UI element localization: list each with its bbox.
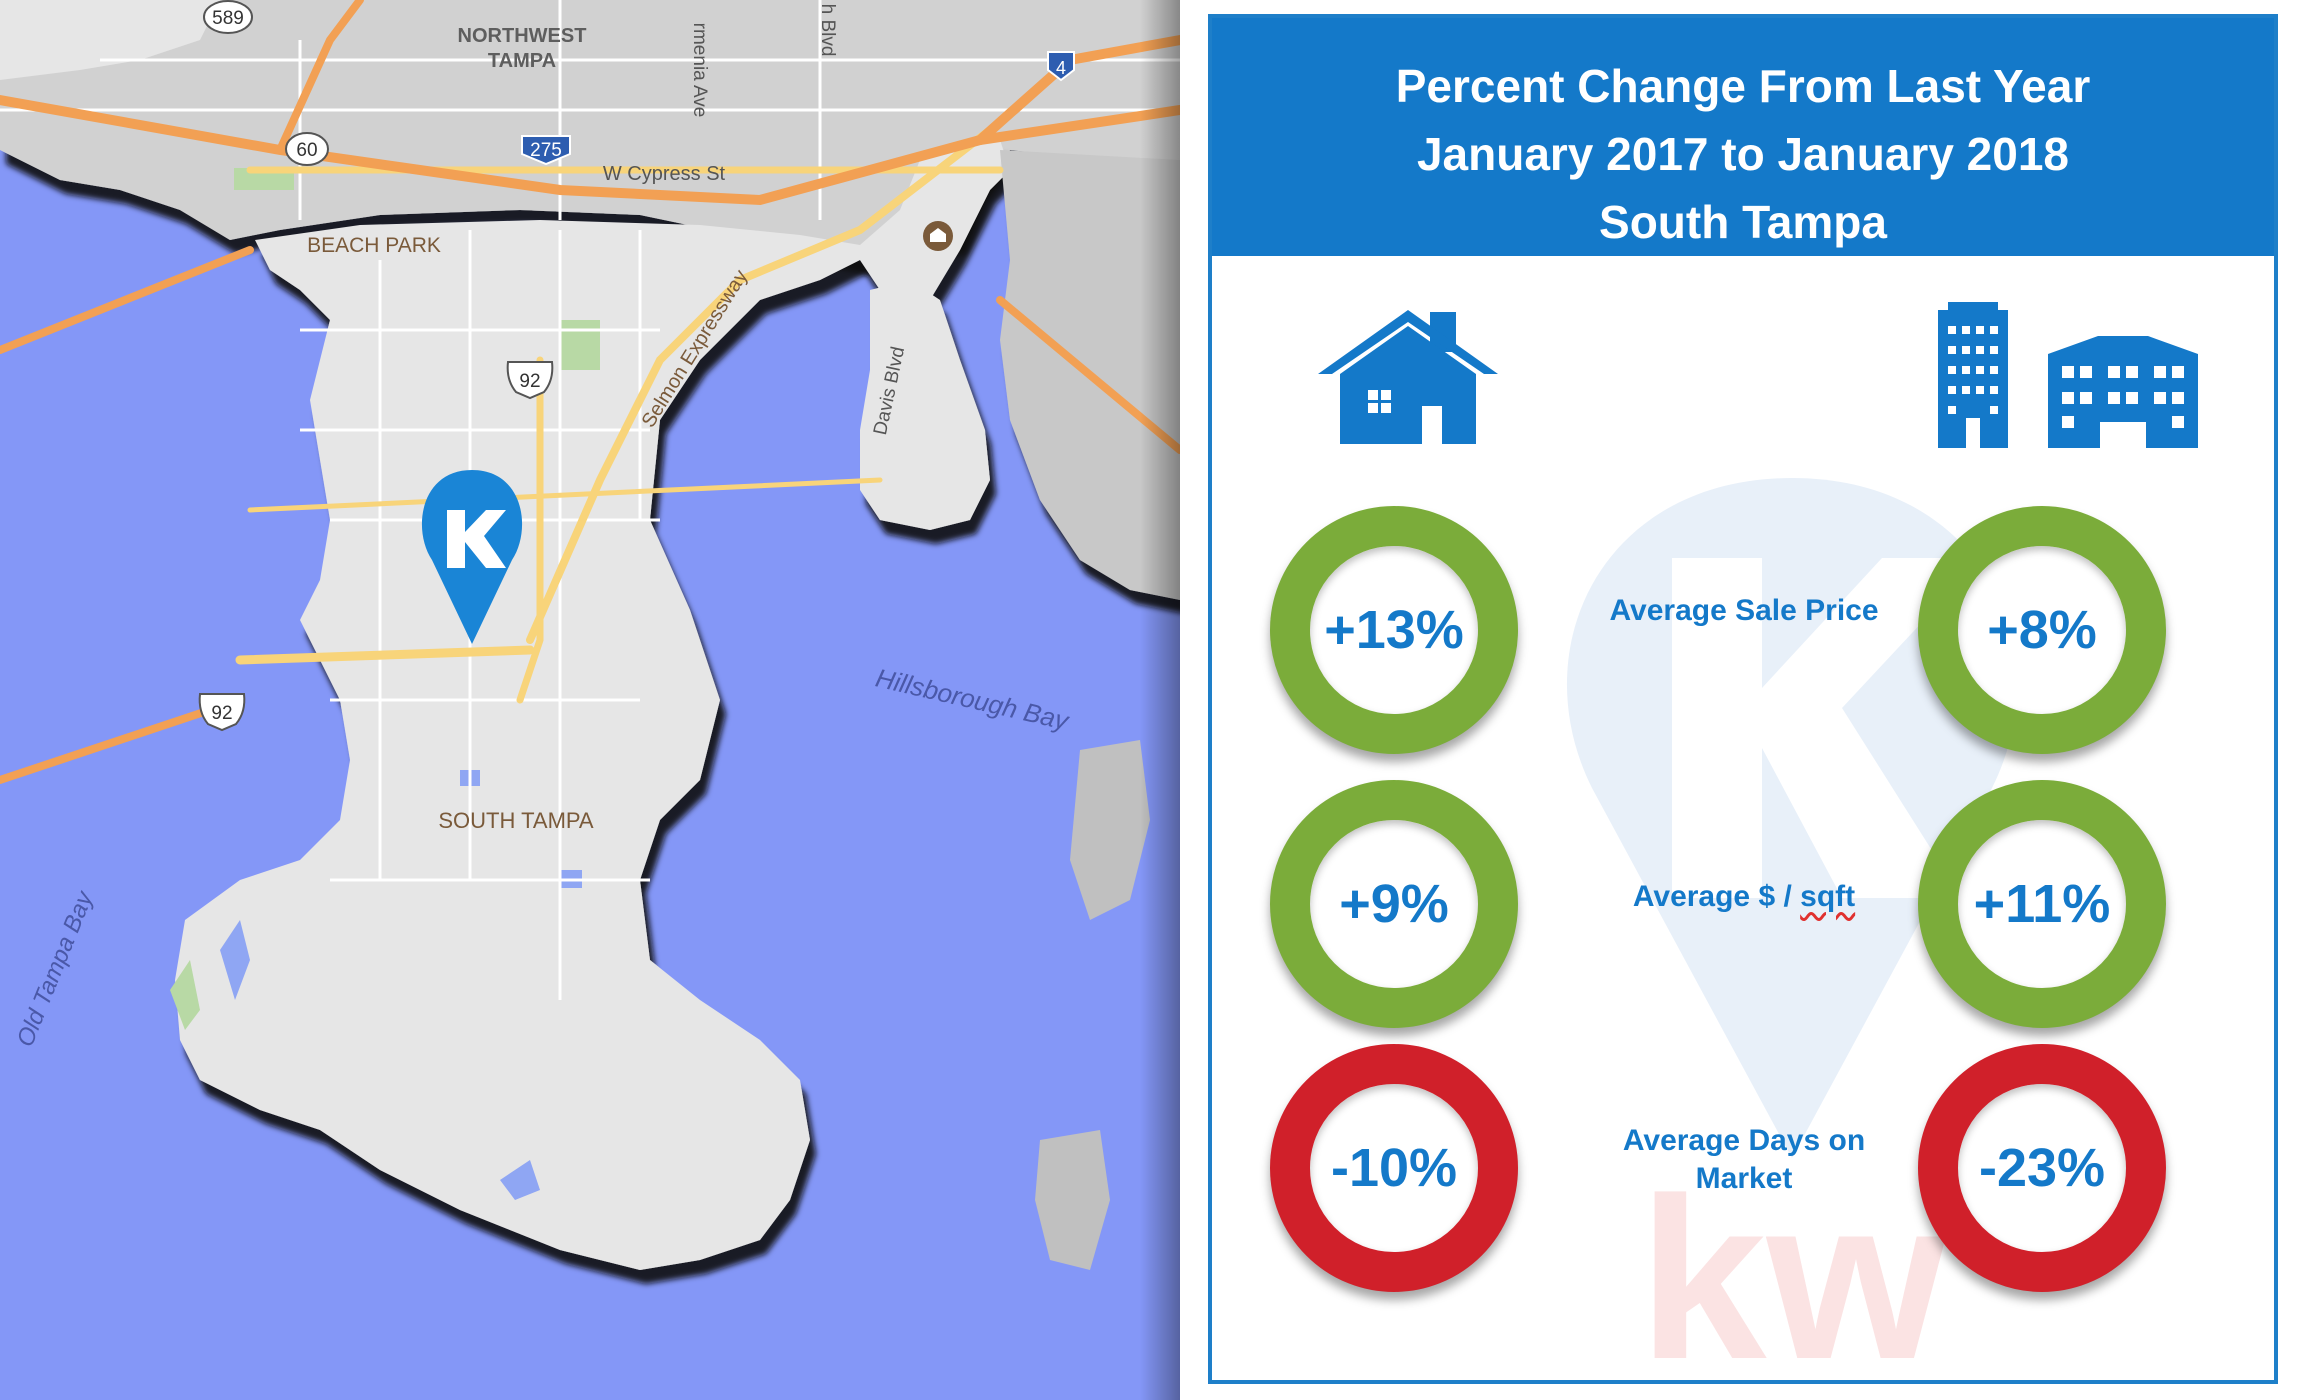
- metric-label-price-per-sqft: Average $ / sqft: [1632, 880, 1856, 913]
- days-on-market-house-value: -10%: [1330, 1138, 1458, 1198]
- sr-60-highway: [276, 0, 364, 154]
- south-tampa-peninsula: [175, 140, 1010, 1270]
- price-per-sqft-house-value: +9%: [1339, 874, 1449, 934]
- map-label-armenia-ave: rmenia Ave: [689, 23, 710, 118]
- svg-text:589: 589: [212, 8, 244, 29]
- i-4-shield: 4: [1047, 51, 1075, 82]
- sale-price-house-value: +13%: [1324, 600, 1464, 660]
- us-589-shield: 589: [203, 0, 253, 34]
- map-label-northwest-tampa-line1: NORTHWEST: [458, 25, 587, 47]
- title-line-3: South Tampa: [1599, 196, 1887, 248]
- i-275-highway: [0, 95, 1180, 206]
- landmark-icon[interactable]: [923, 221, 953, 251]
- gandy-bridge: [0, 696, 244, 784]
- davis-islands: [860, 280, 990, 530]
- northern-mainland: [0, 0, 1180, 260]
- metric-label-days-on-market: Average Days on Market: [1622, 1124, 1866, 1195]
- i-275-shield: 275: [521, 135, 571, 166]
- bay-island-2: [1035, 1130, 1110, 1270]
- bay-island-1: [1070, 740, 1150, 920]
- northwest-shore: [0, 0, 220, 80]
- gandy-blvd-road: [235, 645, 535, 665]
- street-grid: [0, 0, 1180, 1000]
- map-label-beach-park: BEACH PARK: [307, 234, 441, 257]
- map-label-blvd-top: h Blvd: [817, 4, 838, 57]
- map-edge-shade: [1140, 0, 1180, 1400]
- map-label-w-cypress-st: W Cypress St: [603, 163, 726, 185]
- canal: [220, 920, 250, 1000]
- svg-text:60: 60: [296, 140, 317, 161]
- sale-price-house-ring: +13%: [1270, 506, 1518, 754]
- watermark-kw-text: kw: [1639, 1150, 1947, 1388]
- selmon-expressway-road: [526, 126, 994, 644]
- price-per-sqft-condo-value: +11%: [1973, 874, 2111, 934]
- map-area[interactable]: 589 60 275 4 92 92 NORTHWEST TAMPA BEACH…: [0, 0, 1180, 1400]
- sr-60-shield: 60: [285, 132, 329, 166]
- us-92-shield-upper: 92: [506, 360, 554, 400]
- days-on-market-condo-ring: -23%: [1918, 1044, 2166, 1292]
- sale-price-condo-ring: +8%: [1918, 506, 2166, 754]
- us-92-road: [516, 356, 544, 704]
- svg-text:92: 92: [211, 703, 232, 724]
- metric-label-sale-price: Average Sale Price: [1609, 594, 1879, 627]
- map-label-northwest-tampa-line2: TAMPA: [488, 50, 556, 72]
- title-line-1: Percent Change From Last Year: [1395, 60, 2091, 112]
- price-per-sqft-house-ring: +9%: [1270, 780, 1518, 1028]
- dale-mabry-road: [247, 477, 883, 513]
- shore-park: [170, 960, 200, 1030]
- price-per-sqft-condo-ring: +11%: [1918, 780, 2166, 1028]
- days-on-market-house-ring: -10%: [1270, 1044, 1518, 1292]
- svg-text:4: 4: [1056, 58, 1066, 78]
- svg-text:275: 275: [530, 140, 562, 161]
- sale-price-condo-value: +8%: [1987, 600, 2097, 660]
- stats-panel: kw Percent Change From Last Year January…: [1208, 14, 2278, 1388]
- svg-text:92: 92: [519, 371, 540, 392]
- canal: [500, 1160, 540, 1200]
- us-92-shield-lower: 92: [198, 693, 246, 732]
- panel-header: Percent Change From Last Year January 20…: [1212, 18, 2274, 256]
- park: [560, 320, 600, 370]
- keller-williams-watermark: kw: [1566, 478, 2018, 1388]
- title-line-2: January 2017 to January 2018: [1416, 128, 2070, 180]
- condo-buildings-icon: [1938, 302, 2198, 448]
- days-on-market-condo-value: -23%: [1978, 1138, 2106, 1198]
- map-canvas[interactable]: 589 60 275 4 92 92 NORTHWEST TAMPA BEACH…: [0, 0, 1180, 1400]
- location-pin-logo-icon[interactable]: [421, 470, 523, 644]
- map-label-south-tampa: SOUTH TAMPA: [438, 808, 594, 833]
- house-icon: [1318, 310, 1498, 444]
- courtney-campbell-causeway: [0, 246, 254, 354]
